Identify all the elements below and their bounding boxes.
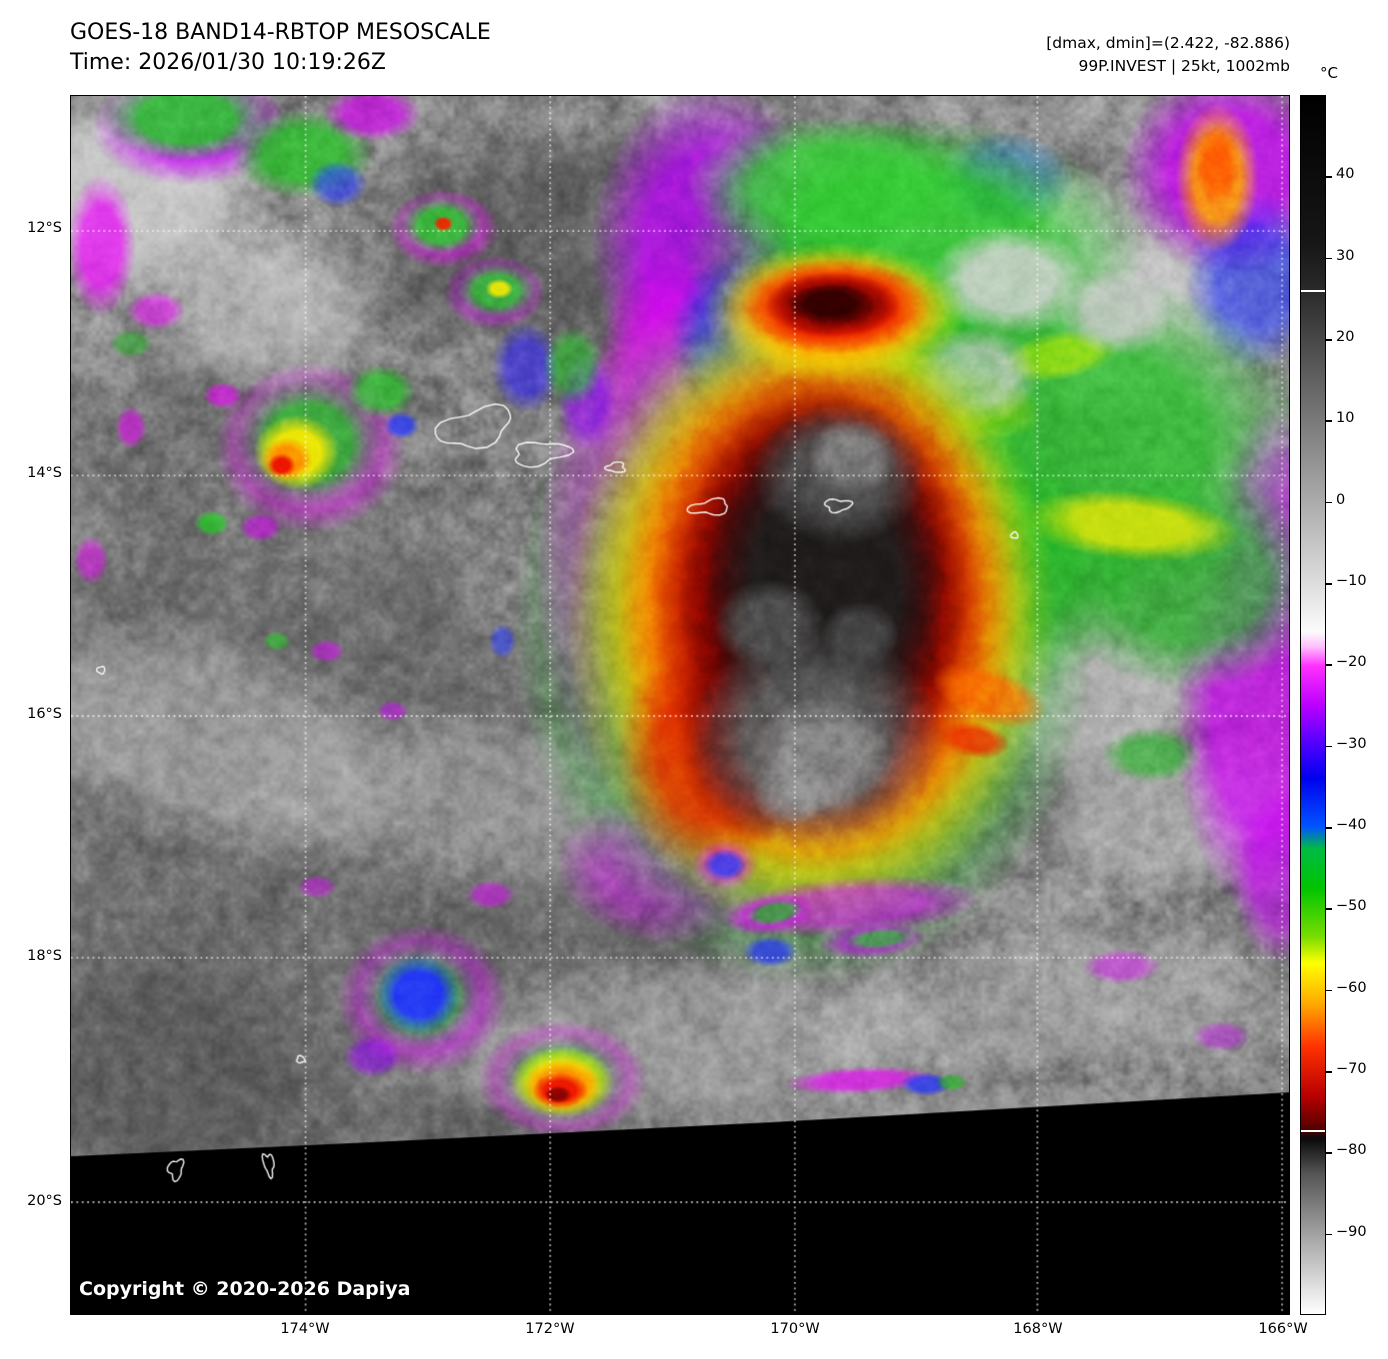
colorbar-tick-label: −50	[1336, 898, 1367, 915]
colorbar-tickmark	[1326, 1152, 1332, 1154]
colorbar-tick-label: −30	[1336, 735, 1367, 752]
colorbar-tick-label: −10	[1336, 573, 1367, 589]
colorbar-tick-label: 10	[1336, 410, 1355, 427]
dmax-dmin-annotation: [dmax, dmin]=(2.422, -82.886)	[1046, 34, 1290, 52]
annotation-block: [dmax, dmin]=(2.422, -82.886) 99P.INVEST…	[1046, 32, 1290, 78]
satellite-map: Copyright © 2020-2026 Dapiya	[70, 95, 1290, 1315]
colorbar-tickmark	[1326, 989, 1332, 992]
colorbar-tick-label: 20	[1336, 329, 1355, 345]
colorbar-tickmark	[1326, 420, 1332, 422]
lat-tick-label: 12°S	[27, 220, 62, 237]
colorbar-tick-label: −20	[1336, 654, 1367, 671]
colorbar-tickmark	[1326, 339, 1332, 341]
lat-tick-label: 20°S	[27, 1193, 62, 1209]
lat-tick-label: 18°S	[27, 948, 62, 965]
lon-tick-label: 174°W	[280, 1321, 330, 1337]
colorbar-tick-label: 30	[1336, 247, 1355, 264]
copyright-label: Copyright © 2020-2026 Dapiya	[79, 1278, 411, 1300]
title-block: GOES-18 BAND14-RBTOP MESOSCALE Time: 202…	[70, 18, 491, 78]
colorbar-tickmark	[1326, 1071, 1332, 1073]
product-time: Time: 2026/01/30 10:19:26Z	[70, 50, 386, 75]
lon-tick-label: 172°W	[525, 1321, 575, 1337]
lon-tick-label: 168°W	[1013, 1321, 1063, 1337]
colorbar-tickmark	[1326, 908, 1332, 910]
colorbar-tick-label: −40	[1336, 817, 1367, 833]
colorbar-tickmark	[1326, 745, 1332, 748]
colorbar-tickmark	[1326, 257, 1332, 260]
colorbar-tickmark	[1326, 664, 1332, 666]
colorbar	[1300, 95, 1326, 1315]
storm-info-annotation: 99P.INVEST | 25kt, 1002mb	[1078, 57, 1290, 75]
lat-tick-label: 14°S	[27, 465, 62, 482]
colorbar-tick-label: −60	[1336, 979, 1367, 996]
lon-tick-label: 166°W	[1258, 1321, 1308, 1337]
colorbar-tickmark	[1326, 583, 1332, 585]
colorbar-tickmark	[1326, 827, 1332, 829]
colorbar-tick-label: −90	[1336, 1223, 1367, 1240]
colorbar-tickmark	[1326, 176, 1332, 178]
colorbar-tick-label: −70	[1336, 1061, 1367, 1077]
colorbar-tick-label: −80	[1336, 1142, 1367, 1159]
colorbar-tickmark	[1326, 501, 1332, 504]
product-title: GOES-18 BAND14-RBTOP MESOSCALE	[70, 20, 491, 45]
colorbar-tick-label: 0	[1336, 491, 1346, 508]
satellite-imagery-canvas	[71, 96, 1289, 1314]
colorbar-unit-label: °C	[1320, 64, 1338, 82]
lat-tick-label: 16°S	[27, 705, 62, 722]
lon-tick-label: 170°W	[770, 1321, 820, 1337]
colorbar-tick-label: 40	[1336, 166, 1355, 183]
colorbar-tickmark	[1326, 1233, 1332, 1236]
